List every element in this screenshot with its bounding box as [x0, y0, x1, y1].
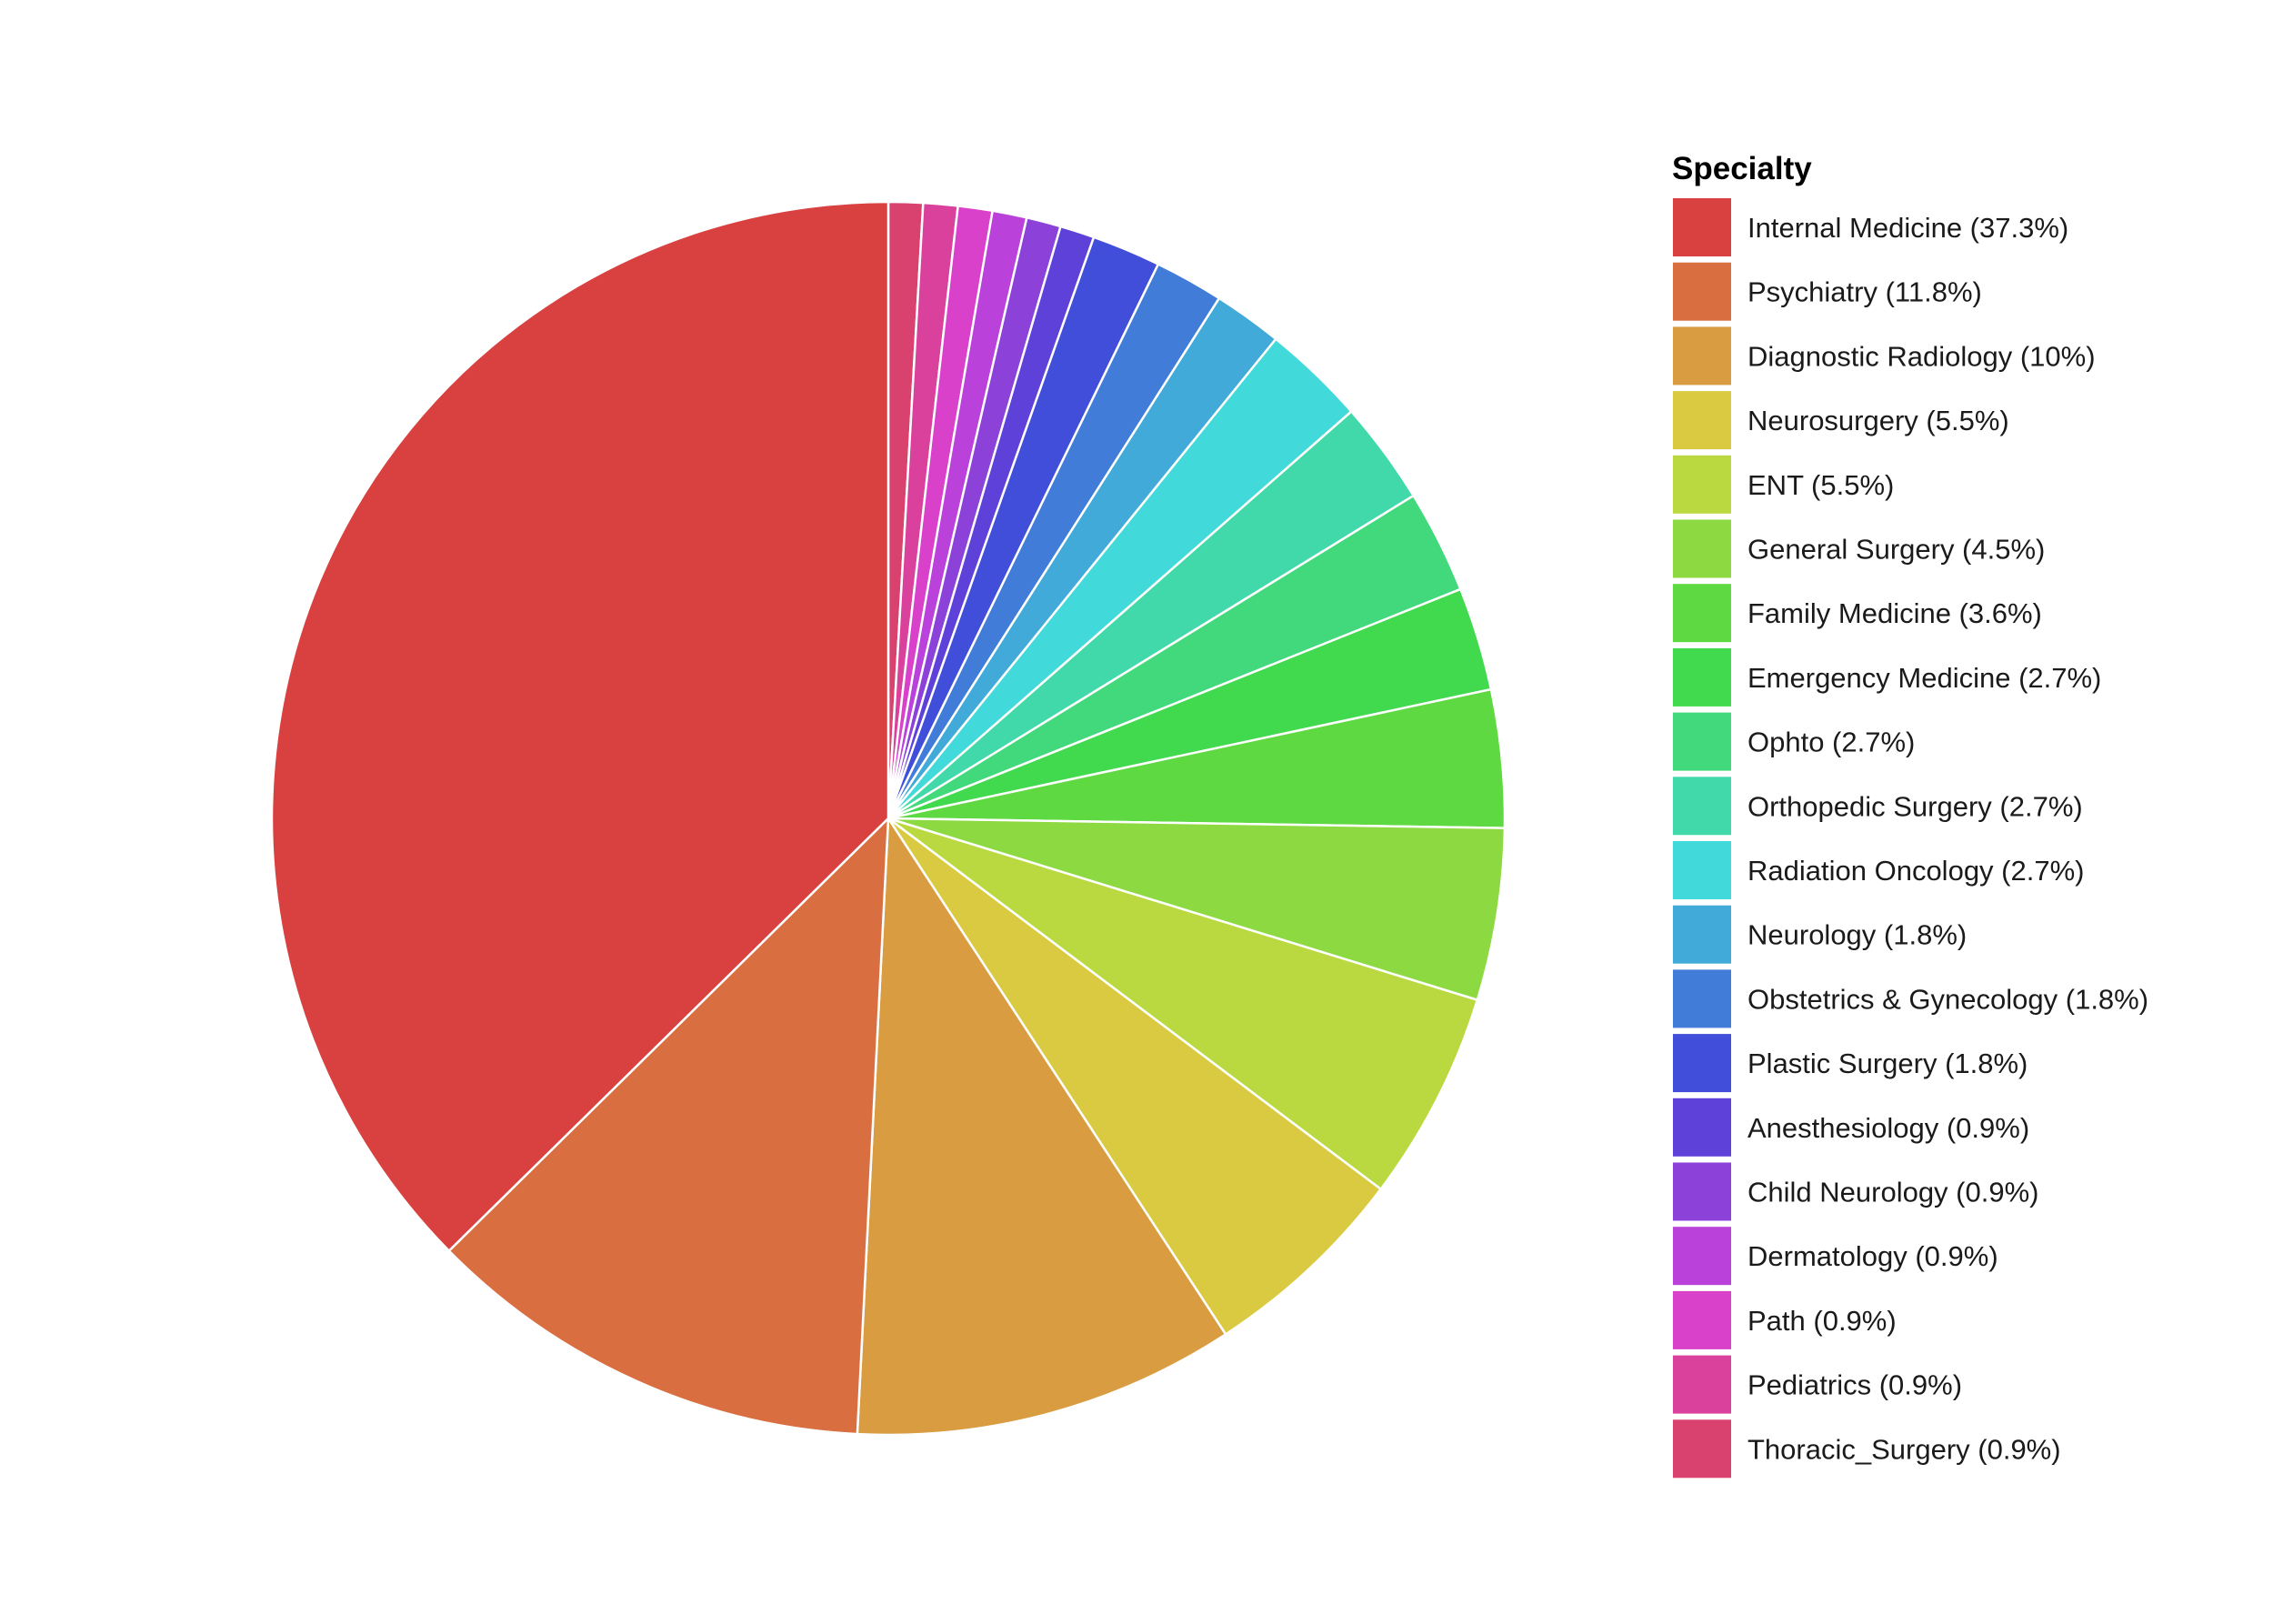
legend-item: Internal Medicine (37.3%) [1671, 196, 2068, 258]
legend-item: General Surgery (4.5%) [1671, 517, 2045, 580]
legend-label: Psychiatry (11.8%) [1747, 276, 1982, 308]
legend-swatch [1671, 582, 1733, 645]
legend-label: Orthopedic Surgery (2.7%) [1747, 790, 2083, 822]
legend-label: ENT (5.5%) [1747, 469, 1894, 501]
legend-label: Plastic Surgery (1.8%) [1747, 1048, 2028, 1079]
legend-swatch [1671, 325, 1733, 387]
legend-label: General Surgery (4.5%) [1747, 534, 2045, 566]
legend-item: Path (0.9%) [1671, 1288, 1897, 1351]
legend-label: Diagnostic Radiology (10%) [1747, 340, 2096, 372]
legend-item: Dermatology (0.9%) [1671, 1225, 1998, 1288]
legend-item: Child Neurology (0.9%) [1671, 1160, 2038, 1223]
legend-label: Obstetrics & Gynecology (1.8%) [1747, 983, 2148, 1015]
legend-swatch [1671, 839, 1733, 901]
legend-label: Child Neurology (0.9%) [1747, 1177, 2038, 1208]
legend-label: Dermatology (0.9%) [1747, 1240, 1998, 1272]
legend-item: Obstetrics & Gynecology (1.8%) [1671, 967, 2148, 1030]
legend-label: Thoracic_Surgery (0.9%) [1747, 1433, 2061, 1465]
legend-label: Ophto (2.7%) [1747, 727, 1915, 758]
legend-label: Neurosurgery (5.5%) [1747, 405, 2009, 436]
legend-item: Family Medicine (3.6%) [1671, 582, 2042, 645]
legend-item: Neurology (1.8%) [1671, 903, 1967, 966]
legend-swatch [1671, 1353, 1733, 1416]
legend-item: Emergency Medicine (2.7%) [1671, 646, 2101, 708]
pie-slice [856, 817, 1227, 1437]
legend-label: Anesthesiology (0.9%) [1747, 1112, 2029, 1144]
legend: Specialty Internal Medicine (37.3%) Psych… [1671, 151, 2148, 1480]
pie-slice [886, 817, 1382, 1336]
legend-swatch [1671, 517, 1733, 580]
legend-title: Specialty [1672, 151, 1812, 186]
legend-swatch [1671, 903, 1733, 966]
pie-slice [886, 817, 1479, 1191]
legend-label: Internal Medicine (37.3%) [1747, 212, 2068, 244]
legend-items: Internal Medicine (37.3%) Psychiatry (11.… [1671, 196, 2148, 1480]
legend-swatch [1671, 196, 1733, 258]
legend-swatch [1671, 1096, 1733, 1158]
legend-swatch [1671, 260, 1733, 323]
legend-swatch [1671, 453, 1733, 516]
legend-swatch [1671, 967, 1733, 1030]
legend-label: Pediatrics (0.9%) [1747, 1369, 1962, 1401]
legend-swatch [1671, 1160, 1733, 1223]
legend-label: Neurology (1.8%) [1747, 919, 1967, 951]
pie-slice [270, 200, 890, 1252]
legend-swatch [1671, 710, 1733, 773]
legend-swatch [1671, 1288, 1733, 1351]
legend-swatch [1671, 1418, 1733, 1480]
legend-item: Diagnostic Radiology (10%) [1671, 325, 2096, 387]
pie-slice [447, 817, 890, 1436]
legend-item: ENT (5.5%) [1671, 453, 1894, 516]
legend-item: Orthopedic Surgery (2.7%) [1671, 775, 2083, 837]
legend-item: Thoracic_Surgery (0.9%) [1671, 1418, 2061, 1480]
legend-item: Pediatrics (0.9%) [1671, 1353, 1962, 1416]
legend-item: Plastic Surgery (1.8%) [1671, 1032, 2028, 1095]
legend-item: Radiation Oncology (2.7%) [1671, 839, 2084, 901]
legend-swatch [1671, 775, 1733, 837]
legend-label: Radiation Oncology (2.7%) [1747, 855, 2084, 887]
pie-slice [886, 817, 1507, 1001]
pie-slices [270, 200, 1507, 1437]
legend-swatch [1671, 389, 1733, 452]
legend-item: Psychiatry (11.8%) [1671, 260, 1982, 323]
legend-swatch [1671, 646, 1733, 708]
legend-swatch [1671, 1032, 1733, 1095]
legend-label: Family Medicine (3.6%) [1747, 597, 2042, 629]
legend-label: Path (0.9%) [1747, 1305, 1897, 1337]
legend-item: Ophto (2.7%) [1671, 710, 1915, 773]
legend-item: Anesthesiology (0.9%) [1671, 1096, 2029, 1158]
legend-label: Emergency Medicine (2.7%) [1747, 662, 2101, 694]
legend-item: Neurosurgery (5.5%) [1671, 389, 2009, 452]
legend-swatch [1671, 1225, 1733, 1288]
